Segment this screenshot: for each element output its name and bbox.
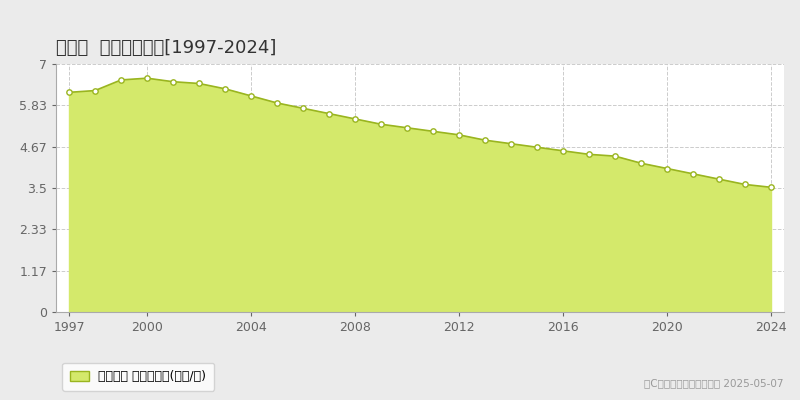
Point <box>738 181 751 188</box>
Point <box>141 75 154 81</box>
Point <box>322 110 335 117</box>
Point <box>713 176 726 182</box>
Point <box>374 121 387 128</box>
Point <box>661 165 674 172</box>
Point <box>765 184 778 190</box>
Point <box>530 144 543 150</box>
Legend: 基準地価 平均坪単価(万円/坪): 基準地価 平均坪単価(万円/坪) <box>62 363 214 391</box>
Point <box>401 124 414 131</box>
Text: （C）土地価格ドットコム 2025-05-07: （C）土地価格ドットコム 2025-05-07 <box>645 378 784 388</box>
Point <box>609 153 622 159</box>
Point <box>270 100 283 106</box>
Point <box>478 137 491 143</box>
Point <box>89 87 102 94</box>
Point <box>114 77 127 83</box>
Point <box>426 128 439 134</box>
Point <box>349 116 362 122</box>
Point <box>166 78 179 85</box>
Point <box>218 86 231 92</box>
Point <box>582 151 595 158</box>
Point <box>505 140 518 147</box>
Point <box>245 93 258 99</box>
Point <box>193 80 206 87</box>
Text: 昭和村  基準地価推移[1997-2024]: 昭和村 基準地価推移[1997-2024] <box>56 39 276 57</box>
Point <box>62 89 75 96</box>
Point <box>297 105 310 112</box>
Point <box>453 132 466 138</box>
Point <box>557 148 570 154</box>
Point <box>634 160 647 166</box>
Point <box>686 171 699 177</box>
